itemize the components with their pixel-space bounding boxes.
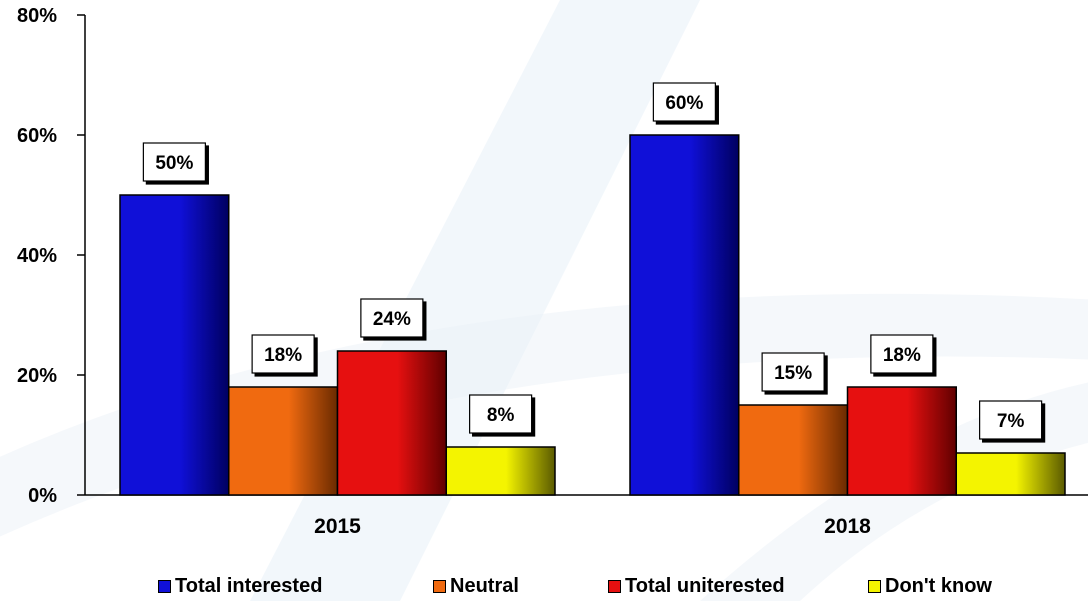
legend-item-neutral: Neutral — [433, 574, 519, 598]
x-tick-label-2018: 2018 — [824, 515, 871, 538]
legend-label-dont-know: Don't know — [885, 574, 992, 597]
bar-total-uniterested-2018 — [846, 386, 957, 496]
legend-label-total-interested: Total interested — [175, 574, 323, 597]
data-label-total-uniterested-2015: 24% — [360, 298, 424, 338]
data-label-neutral-2018: 15% — [761, 352, 825, 392]
legend-label-neutral: Neutral — [450, 574, 519, 597]
bar-don-t-know-2015 — [445, 446, 556, 496]
svg-text:50%: 50% — [155, 153, 193, 174]
y-tick-label: 0% — [28, 485, 57, 507]
legend-swatch-total-uniterested — [608, 579, 621, 593]
bar-neutral-2018 — [738, 404, 849, 496]
data-label-total-interested-2018: 60% — [652, 82, 716, 122]
y-tick-label: 20% — [17, 365, 57, 387]
legend-swatch-total-interested — [158, 579, 171, 593]
legend: Total interested Neutral Total uniterest… — [0, 574, 1088, 598]
svg-text:15%: 15% — [774, 363, 812, 384]
legend-item-total-interested: Total interested — [158, 574, 322, 598]
legend-swatch-dont-know — [868, 579, 881, 593]
data-label-total-interested-2015: 50% — [142, 142, 206, 182]
bar-total-interested-2015 — [119, 194, 230, 496]
svg-text:18%: 18% — [264, 345, 302, 366]
y-tick-label: 40% — [17, 245, 57, 267]
bar-total-interested-2018 — [629, 134, 740, 496]
legend-label-total-uniterested: Total uniterested — [625, 574, 785, 597]
svg-text:18%: 18% — [883, 345, 921, 366]
legend-item-total-uniterested: Total uniterested — [608, 574, 785, 598]
y-tick-label: 60% — [17, 125, 57, 147]
svg-text:60%: 60% — [665, 93, 703, 114]
y-tick-label: 80% — [17, 5, 57, 27]
data-label-total-uniterested-2018: 18% — [870, 334, 934, 374]
bar-total-uniterested-2015 — [336, 350, 447, 496]
svg-text:24%: 24% — [373, 309, 411, 330]
svg-text:7%: 7% — [997, 411, 1025, 432]
x-tick-label-2015: 2015 — [314, 515, 361, 538]
bar-neutral-2015 — [228, 386, 339, 496]
data-label-neutral-2015: 18% — [251, 334, 315, 374]
data-label-don-t-know-2018: 7% — [979, 400, 1043, 440]
bar-don-t-know-2018 — [955, 452, 1066, 496]
legend-swatch-neutral — [433, 579, 446, 593]
data-label-don-t-know-2015: 8% — [469, 394, 533, 434]
legend-item-dont-know: Don't know — [868, 574, 992, 598]
svg-text:8%: 8% — [487, 405, 515, 426]
